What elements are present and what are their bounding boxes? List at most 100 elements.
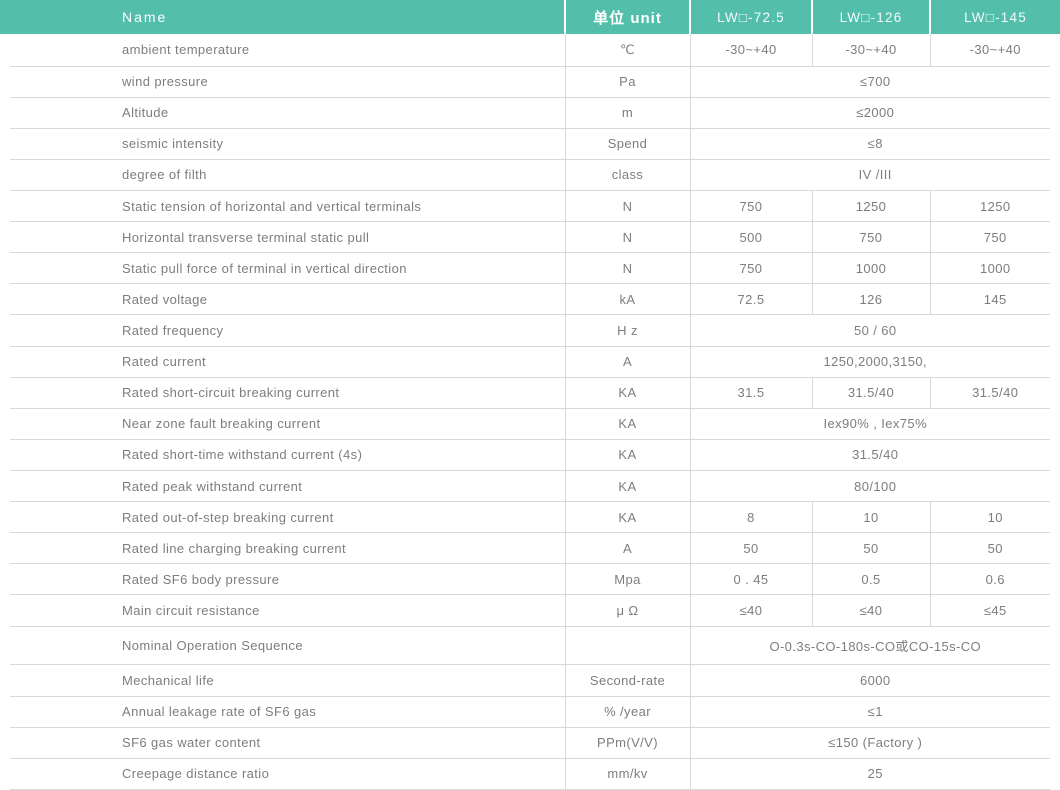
value-cell: ≤40: [690, 594, 812, 627]
table-row: Near zone fault breaking current KA Iex9…: [0, 408, 1060, 440]
table-row: seismic intensity Spend ≤8: [0, 128, 1060, 160]
value-cell: 1000: [811, 252, 930, 285]
value-cell: 0 . 45: [690, 563, 812, 596]
table-header: Name 单位 unit LW□-72.5 LW□-126 LW□-145: [0, 0, 1060, 34]
header-unit: 单位 unit: [564, 0, 690, 34]
header-model-145: LW□-145: [929, 0, 1060, 34]
row-unit: Spend: [564, 128, 691, 160]
row-unit: class: [564, 159, 691, 192]
value-cell: 8: [690, 501, 812, 534]
row-name: Main circuit resistance: [0, 594, 565, 627]
row-unit: N: [564, 252, 691, 285]
value-cell-merged: Iex90% , Iex75%: [690, 408, 1060, 440]
row-name: wind pressure: [0, 66, 565, 98]
value-cell: 50: [811, 532, 930, 565]
table-row: Creepage distance ratio mm/kv 25: [0, 758, 1060, 790]
value-cell: 750: [690, 190, 812, 223]
value-cell: 0.5: [811, 563, 930, 596]
value-cell: 1250: [929, 190, 1060, 223]
table-body: ambient temperature ℃ -30~+40 -30~+40 -3…: [0, 34, 1060, 790]
value-cell: ≤40: [811, 594, 930, 627]
table-row: Rated line charging breaking current A 5…: [0, 532, 1060, 565]
row-name: Rated peak withstand current: [0, 470, 565, 503]
row-unit: m: [564, 97, 691, 129]
row-name: Rated SF6 body pressure: [0, 563, 565, 596]
table-row: SF6 gas water content PPm(V/V) ≤150 (Fac…: [0, 727, 1060, 759]
value-cell-merged: 25: [690, 758, 1060, 790]
value-cell: 1250: [811, 190, 930, 223]
table-row: Nominal Operation Sequence O-0.3s-CO-180…: [0, 626, 1060, 666]
value-cell: -30~+40: [690, 34, 812, 67]
value-cell-merged: ≤2000: [690, 97, 1060, 129]
table-row: ambient temperature ℃ -30~+40 -30~+40 -3…: [0, 34, 1060, 67]
row-name: Annual leakage rate of SF6 gas: [0, 696, 565, 728]
row-name: Rated short-time withstand current (4s): [0, 439, 565, 472]
value-cell-merged: O-0.3s-CO-180s-CO或CO-15s-CO: [690, 626, 1060, 666]
value-cell: 750: [811, 221, 930, 254]
row-unit: KA: [564, 439, 691, 472]
row-name: Nominal Operation Sequence: [0, 626, 565, 666]
table-row: Static tension of horizontal and vertica…: [0, 190, 1060, 223]
row-unit: Pa: [564, 66, 691, 98]
right-edge-notch: [1050, 34, 1060, 790]
table-row: Rated frequency H z 50 / 60: [0, 314, 1060, 347]
row-unit: N: [564, 190, 691, 223]
row-unit: mm/kv: [564, 758, 691, 790]
left-edge-notch: [0, 34, 10, 790]
row-unit: KA: [564, 408, 691, 440]
value-cell-merged: ≤150 (Factory ): [690, 727, 1060, 759]
value-cell-merged: 6000: [690, 664, 1060, 697]
row-name: Rated line charging breaking current: [0, 532, 565, 565]
table-row: Rated current A 1250,2000,3150,: [0, 346, 1060, 378]
row-name: Rated current: [0, 346, 565, 378]
row-unit: [564, 626, 691, 666]
value-cell-merged: 80/100: [690, 470, 1060, 503]
value-cell: 10: [811, 501, 930, 534]
row-name: Rated frequency: [0, 314, 565, 347]
table-row: Mechanical life Second-rate 6000: [0, 664, 1060, 697]
row-unit: Mpa: [564, 563, 691, 596]
value-cell-merged: 1250,2000,3150,: [690, 346, 1060, 378]
row-unit: PPm(V/V): [564, 727, 691, 759]
row-unit: H z: [564, 314, 691, 347]
value-cell: 500: [690, 221, 812, 254]
value-cell: 750: [929, 221, 1060, 254]
table-row: Rated peak withstand current KA 80/100: [0, 470, 1060, 503]
table-row: Annual leakage rate of SF6 gas % /year ≤…: [0, 696, 1060, 728]
row-unit: μ Ω: [564, 594, 691, 627]
value-cell: 31.5/40: [811, 377, 930, 409]
value-cell-merged: 50 / 60: [690, 314, 1060, 347]
value-cell: 31.5: [690, 377, 812, 409]
row-name: Mechanical life: [0, 664, 565, 697]
table-row: Rated voltage kA 72.5 126 145: [0, 283, 1060, 316]
table-row: Altitude m ≤2000: [0, 97, 1060, 129]
value-cell: 750: [690, 252, 812, 285]
value-cell-merged: IV /III: [690, 159, 1060, 192]
row-name: Altitude: [0, 97, 565, 129]
value-cell: 0.6: [929, 563, 1060, 596]
value-cell-merged: 31.5/40: [690, 439, 1060, 472]
table-row: Horizontal transverse terminal static pu…: [0, 221, 1060, 254]
value-cell: 10: [929, 501, 1060, 534]
value-cell-merged: ≤8: [690, 128, 1060, 160]
value-cell: 1000: [929, 252, 1060, 285]
row-unit: Second-rate: [564, 664, 691, 697]
row-name: Rated out-of-step breaking current: [0, 501, 565, 534]
row-unit: ℃: [564, 34, 691, 67]
row-unit: KA: [564, 470, 691, 503]
table-row: Rated out-of-step breaking current KA 8 …: [0, 501, 1060, 534]
value-cell-merged: ≤700: [690, 66, 1060, 98]
table-row: Rated SF6 body pressure Mpa 0 . 45 0.5 0…: [0, 563, 1060, 596]
row-name: Rated voltage: [0, 283, 565, 316]
row-unit: A: [564, 532, 691, 565]
table-row: Rated short-time withstand current (4s) …: [0, 439, 1060, 472]
row-unit: kA: [564, 283, 691, 316]
table-row: degree of filth class IV /III: [0, 159, 1060, 192]
value-cell: 126: [811, 283, 930, 316]
row-name: Near zone fault breaking current: [0, 408, 565, 440]
table-row: Main circuit resistance μ Ω ≤40 ≤40 ≤45: [0, 594, 1060, 627]
table-row: wind pressure Pa ≤700: [0, 66, 1060, 98]
row-unit: % /year: [564, 696, 691, 728]
